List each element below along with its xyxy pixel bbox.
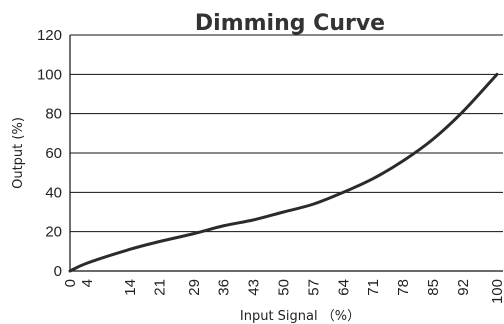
x-tick-label: 21 [152, 279, 169, 296]
data-point [312, 203, 314, 205]
x-tick-label: 14 [122, 279, 139, 296]
data-point [372, 177, 374, 179]
data-point [223, 225, 225, 227]
x-tick-label: 29 [186, 279, 203, 296]
y-axis-label: Output (%) [11, 117, 26, 189]
x-tick-label: 71 [365, 279, 382, 296]
y-tick-label: 0 [54, 263, 62, 280]
data-point [432, 138, 434, 140]
data-point [193, 232, 195, 234]
y-tick-labels: 0 20 40 60 80 100 120 [37, 27, 62, 280]
data-point [252, 219, 254, 221]
x-tick-label: 64 [335, 279, 352, 296]
data-point [282, 211, 284, 213]
x-tick-label: 50 [276, 279, 293, 296]
grid-lines [70, 34, 503, 233]
x-tick-labels: 0 4 14 21 29 36 43 50 57 64 71 78 85 92 100 [62, 279, 504, 304]
data-point [86, 262, 88, 264]
series-points [69, 73, 498, 272]
x-tick-label: 57 [305, 279, 322, 296]
x-tick-label: 100 [489, 279, 504, 304]
data-point [158, 240, 160, 242]
data-point [342, 191, 344, 193]
x-tick-label: 92 [455, 279, 472, 296]
y-tick-label: 80 [45, 106, 62, 123]
y-tick-label: 120 [37, 27, 62, 44]
x-tick-label: 43 [246, 279, 263, 296]
data-point [496, 73, 498, 75]
y-tick-label: 60 [45, 145, 62, 162]
series-line [68, 72, 499, 273]
y-tick-label: 100 [37, 66, 62, 83]
x-tick-label: 85 [425, 279, 442, 296]
data-point [462, 111, 464, 113]
x-tick-label: 78 [395, 279, 412, 296]
data-point [402, 160, 404, 162]
data-point [69, 270, 71, 272]
chart-title: Dimming Curve [195, 11, 385, 36]
x-tick-label: 0 [62, 279, 79, 287]
x-axis-label: Input Signal （%） [240, 309, 360, 324]
y-tick-label: 40 [45, 184, 62, 201]
x-tick-label: 4 [79, 279, 96, 287]
x-tick-label: 36 [216, 279, 233, 296]
data-point [129, 248, 131, 250]
y-tick-label: 20 [45, 224, 62, 241]
